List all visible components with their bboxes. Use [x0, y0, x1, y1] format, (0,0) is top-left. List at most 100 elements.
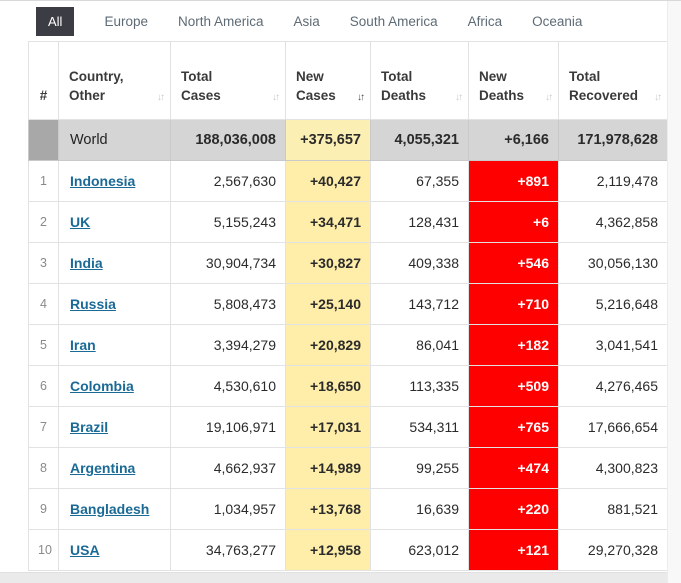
- country-link[interactable]: Argentina: [70, 460, 136, 476]
- country-link[interactable]: Iran: [70, 337, 96, 353]
- total-recovered-cell: 4,276,465: [558, 365, 668, 407]
- total-recovered-cell: 4,300,823: [558, 447, 668, 489]
- sort-icon[interactable]: ↓↑: [545, 92, 553, 103]
- new-cases-cell: +14,989: [285, 447, 371, 489]
- total-deaths-cell: 128,431: [370, 201, 469, 243]
- total-recovered-cell: 5,216,648: [558, 283, 668, 325]
- horizontal-scrollbar[interactable]: [0, 572, 667, 583]
- header-line: Total: [381, 69, 413, 85]
- header-new-deaths[interactable]: New Deaths ↓↑: [468, 41, 559, 120]
- rank-cell: 1: [28, 160, 59, 202]
- new-deaths-cell: +220: [468, 488, 559, 530]
- new-cases-cell: +34,471: [285, 201, 371, 243]
- table-row: 7 Brazil 19,106,971 +17,031 534,311 +765…: [28, 406, 668, 448]
- country-link[interactable]: USA: [70, 542, 100, 558]
- header-line: Recovered: [569, 88, 639, 104]
- table-row: 9 Bangladesh 1,034,957 +13,768 16,639 +2…: [28, 488, 668, 530]
- header-line: Cases: [296, 88, 336, 104]
- new-cases-cell: +17,031: [285, 406, 371, 448]
- table-row: 5 Iran 3,394,279 +20,829 86,041 +182 3,0…: [28, 324, 668, 366]
- new-deaths-cell: +546: [468, 242, 559, 284]
- header-line: Country,: [69, 69, 124, 85]
- header-line: Other: [69, 88, 106, 104]
- rank-cell: 2: [28, 201, 59, 243]
- new-cases-cell: +12,958: [285, 529, 371, 571]
- new-deaths-cell: +509: [468, 365, 559, 407]
- total-cases-cell: 1,034,957: [170, 488, 286, 530]
- sort-icon[interactable]: ↓↑: [455, 92, 463, 103]
- tab-all[interactable]: All: [36, 6, 75, 36]
- new-cases-cell: +40,427: [285, 160, 371, 202]
- rank-cell: 4: [28, 283, 59, 325]
- sort-icon[interactable]: ↓↑: [654, 92, 662, 103]
- total-recovered-cell: 29,270,328: [558, 529, 668, 571]
- covid-stats-table: # Country, Other ↓↑ Total Cases ↓↑ New: [28, 41, 668, 571]
- header-line: Total: [181, 69, 213, 85]
- country-cell: Argentina: [58, 447, 171, 489]
- tab-oceania[interactable]: Oceania: [532, 13, 583, 29]
- rank-cell: 7: [28, 406, 59, 448]
- country-cell: India: [58, 242, 171, 284]
- total-deaths-cell: 623,012: [370, 529, 469, 571]
- world-rank-cell: [28, 119, 59, 161]
- total-cases-cell: 3,394,279: [170, 324, 286, 366]
- total-cases-cell: 5,808,473: [170, 283, 286, 325]
- header-row: # Country, Other ↓↑ Total Cases ↓↑ New: [28, 41, 668, 120]
- vertical-scrollbar[interactable]: [667, 1, 681, 583]
- sort-icon-active[interactable]: ↓↑: [357, 92, 365, 103]
- header-line: Total: [569, 69, 601, 85]
- total-recovered-cell: 2,119,478: [558, 160, 668, 202]
- total-deaths-cell: 113,335: [370, 365, 469, 407]
- new-cases-cell: +13,768: [285, 488, 371, 530]
- header-total-recovered[interactable]: Total Recovered ↓↑: [558, 41, 668, 120]
- country-link[interactable]: Colombia: [70, 378, 134, 394]
- tab-south-america[interactable]: South America: [349, 13, 438, 29]
- country-link[interactable]: Brazil: [70, 419, 109, 435]
- header-country[interactable]: Country, Other ↓↑: [58, 41, 171, 120]
- sort-icon[interactable]: ↓↑: [157, 92, 165, 103]
- header-line: New: [479, 69, 507, 85]
- table-wrap: # Country, Other ↓↑ Total Cases ↓↑ New: [28, 41, 668, 571]
- tab-asia[interactable]: Asia: [293, 13, 320, 29]
- country-link[interactable]: Russia: [70, 296, 116, 312]
- tab-north-america[interactable]: North America: [178, 13, 264, 29]
- country-link[interactable]: Indonesia: [70, 173, 136, 189]
- table-row: 8 Argentina 4,662,937 +14,989 99,255 +47…: [28, 447, 668, 489]
- total-cases-cell: 4,530,610: [170, 365, 286, 407]
- total-recovered-cell: 3,041,541: [558, 324, 668, 366]
- header-total-cases[interactable]: Total Cases ↓↑: [170, 41, 286, 120]
- total-recovered-cell: 4,362,858: [558, 201, 668, 243]
- rank-cell: 8: [28, 447, 59, 489]
- total-cases-cell: 5,155,243: [170, 201, 286, 243]
- total-cases-cell: 34,763,277: [170, 529, 286, 571]
- country-link[interactable]: India: [70, 255, 103, 271]
- total-deaths-cell: 16,639: [370, 488, 469, 530]
- total-deaths-cell: 409,338: [370, 242, 469, 284]
- country-cell: Russia: [58, 283, 171, 325]
- total-deaths-cell: 86,041: [370, 324, 469, 366]
- header-line: Deaths: [479, 88, 525, 104]
- tab-africa[interactable]: Africa: [467, 13, 503, 29]
- country-link[interactable]: UK: [70, 214, 91, 230]
- total-deaths-cell: 143,712: [370, 283, 469, 325]
- country-cell: Bangladesh: [58, 488, 171, 530]
- world-total-deaths: 4,055,321: [370, 119, 469, 161]
- country-cell: Brazil: [58, 406, 171, 448]
- header-rank[interactable]: #: [28, 41, 59, 120]
- header-new-cases[interactable]: New Cases ↓↑: [285, 41, 371, 120]
- total-recovered-cell: 30,056,130: [558, 242, 668, 284]
- world-label: World: [58, 119, 171, 161]
- continent-tabs: All Europe North America Asia South America A…: [0, 1, 681, 41]
- new-deaths-cell: +121: [468, 529, 559, 571]
- tab-europe[interactable]: Europe: [104, 13, 148, 29]
- new-deaths-cell: +6: [468, 201, 559, 243]
- header-total-deaths[interactable]: Total Deaths ↓↑: [370, 41, 469, 120]
- header-line: Deaths: [381, 88, 427, 104]
- table-row: 4 Russia 5,808,473 +25,140 143,712 +710 …: [28, 283, 668, 325]
- header-rank-label: #: [39, 88, 48, 104]
- country-cell: UK: [58, 201, 171, 243]
- sort-icon[interactable]: ↓↑: [272, 92, 280, 103]
- country-link[interactable]: Bangladesh: [70, 501, 150, 517]
- table-row: 2 UK 5,155,243 +34,471 128,431 +6 4,362,…: [28, 201, 668, 243]
